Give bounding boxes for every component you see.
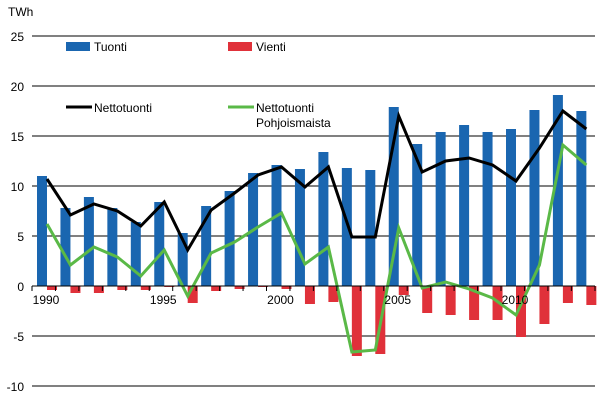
bar-tuonti <box>318 152 329 286</box>
bar-tuonti <box>83 197 94 286</box>
bar-vienti <box>140 286 151 290</box>
legend-label-tuonti: Tuonti <box>94 40 127 54</box>
x-tick-label: 1995 <box>150 293 177 307</box>
bar-tuonti <box>388 107 399 286</box>
y-tick-label: -5 <box>13 330 24 344</box>
bar-tuonti <box>552 95 563 286</box>
bar-tuonti <box>365 170 376 286</box>
line-nettotuonti <box>45 108 588 254</box>
legend-swatch-vienti <box>228 42 252 51</box>
bar-vienti <box>351 286 362 356</box>
legend-label-pohjoismaista-1: Nettotuonti <box>256 101 314 115</box>
bar-vienti <box>234 286 245 289</box>
bar-tuonti <box>37 176 47 286</box>
y-tick-label: 5 <box>17 230 24 244</box>
bar-vienti <box>70 286 81 293</box>
y-tick-label: 15 <box>11 130 25 144</box>
bar-tuonti <box>482 132 493 286</box>
y-tick-label: 10 <box>11 180 25 194</box>
bar-vienti <box>328 286 339 302</box>
line-nettotuonti-pohjoismaista <box>45 142 588 354</box>
y-tick-label: 0 <box>17 280 24 294</box>
bar-vienti <box>586 286 597 305</box>
bar-vienti <box>281 286 292 289</box>
bar-vienti <box>93 286 104 293</box>
bar-tuonti <box>271 165 282 286</box>
bar-tuonti <box>412 144 423 286</box>
bar-tuonti <box>294 169 305 286</box>
legend-label-pohjoismaista-2: Pohjoismaista <box>256 116 331 130</box>
x-tick-label: 2005 <box>384 293 411 307</box>
bar-vienti <box>117 286 128 290</box>
x-tick-label: 1990 <box>33 293 60 307</box>
bar-vienti <box>516 286 526 337</box>
bar-tuonti <box>201 206 212 286</box>
bar-tuonti <box>177 233 188 286</box>
bar-tuonti <box>435 132 446 286</box>
bar-tuonti <box>60 208 71 286</box>
x-tick-label: 2010 <box>502 293 529 307</box>
bar-vienti <box>47 286 57 290</box>
bar-vienti <box>398 286 409 295</box>
bar-tuonti <box>529 110 540 286</box>
y-tick-label: -10 <box>7 380 25 394</box>
x-tick-label: 2000 <box>267 293 294 307</box>
unit-label: TWh <box>8 5 33 19</box>
bar-vienti <box>445 286 456 315</box>
bar-tuonti <box>154 202 165 286</box>
bar-tuonti <box>224 191 235 286</box>
bar-vienti <box>211 286 222 291</box>
bar-tuonti <box>506 129 516 286</box>
bar-vienti <box>562 286 573 303</box>
y-tick-label: 25 <box>11 30 25 44</box>
bar-vienti <box>539 286 550 324</box>
bar-vienti <box>469 286 480 320</box>
bar-vienti <box>187 286 198 303</box>
legend: Tuonti Vienti Nettotuonti Nettotuonti Po… <box>66 40 331 130</box>
bar-tuonti <box>459 125 470 286</box>
legend-swatch-tuonti <box>66 42 90 51</box>
bar-vienti <box>422 286 433 313</box>
bar-tuonti <box>341 168 352 286</box>
bar-tuonti <box>107 208 118 286</box>
legend-label-vienti: Vienti <box>256 40 286 54</box>
legend-label-nettotuonti: Nettotuonti <box>94 101 152 115</box>
y-tick-label: 20 <box>11 80 25 94</box>
bar-vienti <box>304 286 315 304</box>
bar-tuonti <box>576 111 587 286</box>
bar-tuonti <box>130 222 141 286</box>
